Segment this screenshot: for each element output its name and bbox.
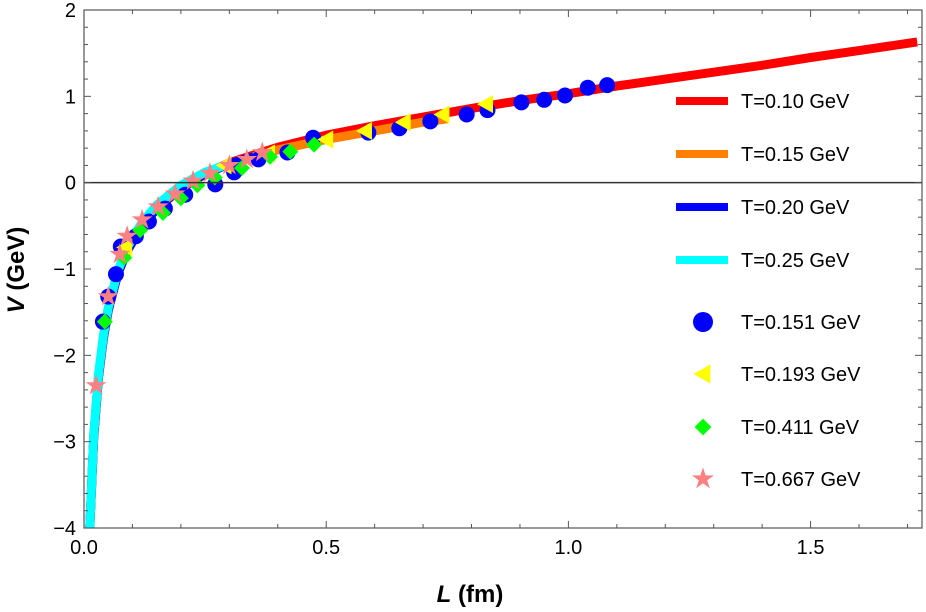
curve-015	[85, 114, 448, 528]
legend-item: T=0.25 GeV	[676, 250, 850, 272]
legend-label: T=0.25 GeV	[741, 250, 850, 272]
y-tick-label: 2	[65, 0, 76, 22]
legend-item: T=0.151 GeV	[693, 312, 861, 334]
y-axis-title: V (GeV)	[3, 227, 30, 314]
legend-item: T=0.193 GeV	[693, 364, 861, 386]
x-tick-label: 0.5	[312, 537, 340, 559]
legend-label: T=0.151 GeV	[741, 312, 861, 334]
y-tick-label: −3	[53, 432, 76, 454]
y-tick-label: −4	[53, 518, 76, 540]
x-tick-label: 1.0	[554, 537, 582, 559]
legend-item: T=0.10 GeV	[676, 91, 850, 113]
legend-label: T=0.193 GeV	[741, 364, 861, 386]
y-tick-label: −1	[53, 259, 76, 281]
legend-label: T=0.411 GeV	[741, 417, 860, 439]
y-tick-label: 1	[65, 86, 76, 108]
x-axis-title: L (fm)	[437, 581, 504, 608]
legend-label: T=0.20 GeV	[741, 197, 850, 219]
series-layer	[85, 37, 918, 528]
legend-item: T=0.20 GeV	[676, 197, 850, 219]
curve-025	[85, 159, 231, 528]
y-tick-label: −2	[53, 345, 76, 367]
scatter-star	[85, 141, 273, 395]
legend-item: T=0.411 GeV	[694, 417, 860, 439]
legend-item: T=0.667 GeV	[692, 467, 861, 491]
y-tick-label: 0	[65, 173, 76, 195]
legend-label: T=0.15 GeV	[741, 144, 850, 166]
legend: T=0.10 GeV T=0.15 GeV T=0.20 GeV T=0.25 GeV…	[676, 91, 861, 491]
x-tick-label: 1.5	[797, 537, 825, 559]
legend-label: T=0.667 GeV	[741, 469, 861, 491]
legend-label: T=0.10 GeV	[741, 91, 850, 113]
x-tick-label: 0.0	[70, 537, 98, 559]
axis-ticks: 0.0 0.5 1.0 1.5 −4 −3 −2 −1 0 1 2	[53, 0, 922, 559]
scatter-circle	[94, 77, 616, 330]
legend-item: T=0.15 GeV	[676, 144, 850, 166]
curve-010	[85, 37, 918, 528]
